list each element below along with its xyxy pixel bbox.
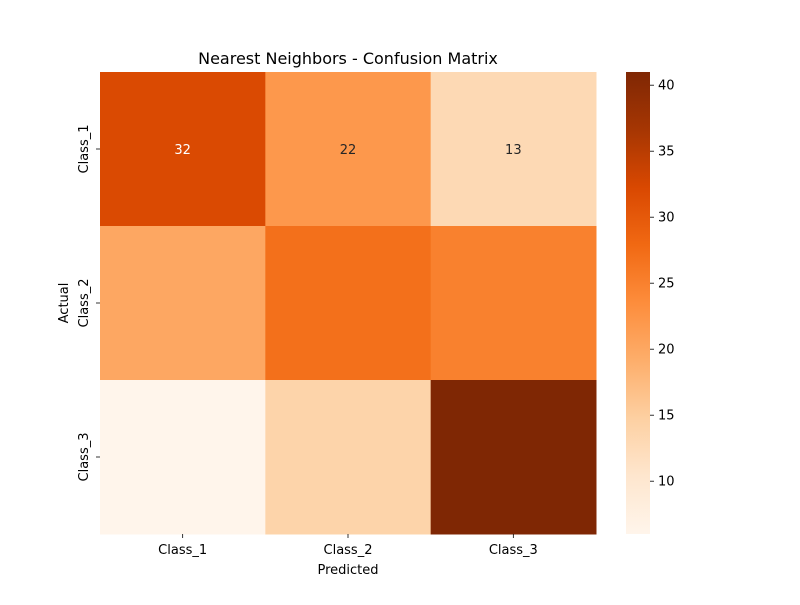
heatmap-cell bbox=[100, 380, 266, 535]
colorbar-tick-label: 15 bbox=[658, 409, 675, 424]
colorbar-gradient bbox=[626, 72, 650, 534]
heatmap-cells: 32 22 13 bbox=[100, 72, 597, 535]
colorbar-tick-label: 40 bbox=[658, 79, 675, 94]
heatmap-cell bbox=[430, 72, 597, 227]
colorbar-tick-label: 10 bbox=[658, 475, 675, 490]
colorbar: 10 15 20 25 30 35 40 bbox=[626, 72, 675, 534]
x-axis-label: Predicted bbox=[317, 563, 378, 578]
cell-value-label: 13 bbox=[505, 143, 522, 158]
chart-title: Nearest Neighbors - Confusion Matrix bbox=[198, 49, 498, 68]
y-axis-label: Actual bbox=[57, 283, 72, 324]
heatmap-cell bbox=[265, 226, 432, 381]
heatmap-cell bbox=[100, 226, 266, 381]
colorbar-tick-label: 30 bbox=[658, 211, 675, 226]
x-tick-label: Class_3 bbox=[489, 543, 538, 558]
y-axis-ticks: Class_1 Class_2 Class_3 bbox=[77, 125, 100, 482]
colorbar-tick-label: 20 bbox=[658, 343, 675, 358]
y-tick-label: Class_1 bbox=[77, 125, 92, 174]
heatmap-cell bbox=[430, 226, 597, 381]
x-tick-label: Class_1 bbox=[158, 543, 207, 558]
y-tick-label: Class_2 bbox=[77, 279, 92, 328]
y-tick-label: Class_3 bbox=[77, 433, 92, 482]
cell-value-label: 22 bbox=[340, 143, 357, 158]
heatmap-cell bbox=[265, 380, 432, 535]
heatmap-cell bbox=[265, 72, 432, 227]
colorbar-tick-label: 25 bbox=[658, 277, 675, 292]
cell-value-label: 32 bbox=[174, 143, 191, 158]
x-axis-ticks: Class_1 Class_2 Class_3 bbox=[158, 534, 538, 558]
x-tick-label: Class_2 bbox=[324, 543, 373, 558]
heatmap-cell bbox=[430, 380, 597, 535]
heatmap-cell bbox=[100, 72, 266, 227]
colorbar-tick-label: 35 bbox=[658, 145, 675, 160]
